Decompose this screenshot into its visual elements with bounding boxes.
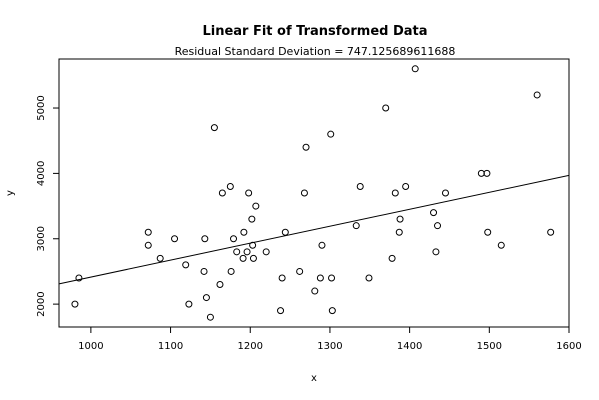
data-point bbox=[411, 65, 419, 73]
data-point bbox=[245, 189, 253, 197]
x-tick-label: 1600 bbox=[556, 341, 581, 352]
plot-frame bbox=[58, 58, 570, 328]
data-point bbox=[328, 274, 336, 282]
y-axis: 2000 3000 4000 5000 bbox=[36, 95, 59, 317]
data-point bbox=[144, 241, 152, 249]
data-points bbox=[71, 65, 555, 321]
data-point bbox=[365, 274, 373, 282]
y-tick-label: 5000 bbox=[36, 95, 47, 120]
data-point bbox=[71, 300, 79, 308]
data-point bbox=[402, 182, 410, 190]
data-point bbox=[533, 91, 541, 99]
data-point bbox=[430, 209, 438, 217]
data-point bbox=[200, 267, 208, 275]
fit-line bbox=[58, 174, 570, 285]
data-point bbox=[262, 248, 270, 256]
data-point bbox=[243, 248, 251, 256]
data-point bbox=[434, 222, 442, 230]
data-point bbox=[547, 228, 555, 236]
data-point bbox=[75, 274, 83, 282]
data-point bbox=[156, 254, 164, 262]
data-point bbox=[201, 235, 209, 243]
data-point bbox=[388, 254, 396, 262]
data-point bbox=[239, 254, 247, 262]
data-point bbox=[316, 274, 324, 282]
data-point bbox=[230, 235, 238, 243]
data-point bbox=[396, 215, 404, 223]
data-point bbox=[226, 182, 234, 190]
y-tick-label: 3000 bbox=[36, 226, 47, 251]
data-point bbox=[483, 169, 491, 177]
data-point bbox=[227, 267, 235, 275]
data-point bbox=[249, 254, 257, 262]
data-point bbox=[356, 182, 364, 190]
x-tick-label: 1100 bbox=[158, 341, 183, 352]
data-point bbox=[328, 307, 336, 315]
data-point bbox=[218, 189, 226, 197]
data-point bbox=[182, 261, 190, 269]
chart-subtitle: Residual Standard Deviation = 747.125689… bbox=[175, 45, 456, 58]
x-axis-label: x bbox=[311, 373, 317, 384]
chart-title: Linear Fit of Transformed Data bbox=[202, 24, 427, 39]
data-point bbox=[311, 287, 319, 295]
data-point bbox=[206, 313, 214, 321]
data-point bbox=[382, 104, 390, 112]
y-tick-label: 2000 bbox=[36, 291, 47, 316]
x-tick-label: 1000 bbox=[78, 341, 103, 352]
data-point bbox=[352, 222, 360, 230]
y-axis-label: y bbox=[5, 190, 16, 196]
x-tick-label: 1500 bbox=[477, 341, 502, 352]
data-point bbox=[391, 189, 399, 197]
data-point bbox=[216, 281, 224, 289]
data-point bbox=[210, 124, 218, 132]
data-point bbox=[171, 235, 179, 243]
y-tick-label: 4000 bbox=[36, 161, 47, 186]
data-point bbox=[497, 241, 505, 249]
data-point bbox=[248, 215, 256, 223]
data-point bbox=[233, 248, 241, 256]
data-point bbox=[144, 228, 152, 236]
data-point bbox=[277, 307, 285, 315]
data-point bbox=[395, 228, 403, 236]
data-point bbox=[327, 130, 335, 138]
data-point bbox=[278, 274, 286, 282]
data-point bbox=[240, 228, 248, 236]
data-point bbox=[296, 267, 304, 275]
data-point bbox=[441, 189, 449, 197]
data-point bbox=[432, 248, 440, 256]
data-point bbox=[484, 228, 492, 236]
data-point bbox=[185, 300, 193, 308]
data-point bbox=[300, 189, 308, 197]
data-point bbox=[318, 241, 326, 249]
data-point bbox=[302, 143, 310, 151]
data-point bbox=[202, 294, 210, 302]
x-tick-label: 1300 bbox=[317, 341, 342, 352]
fit-line-group bbox=[58, 174, 570, 285]
x-tick-label: 1400 bbox=[397, 341, 422, 352]
x-axis: 1000 1100 1200 1300 1400 1500 1600 bbox=[78, 327, 582, 352]
x-tick-label: 1200 bbox=[238, 341, 263, 352]
data-point bbox=[252, 202, 260, 210]
